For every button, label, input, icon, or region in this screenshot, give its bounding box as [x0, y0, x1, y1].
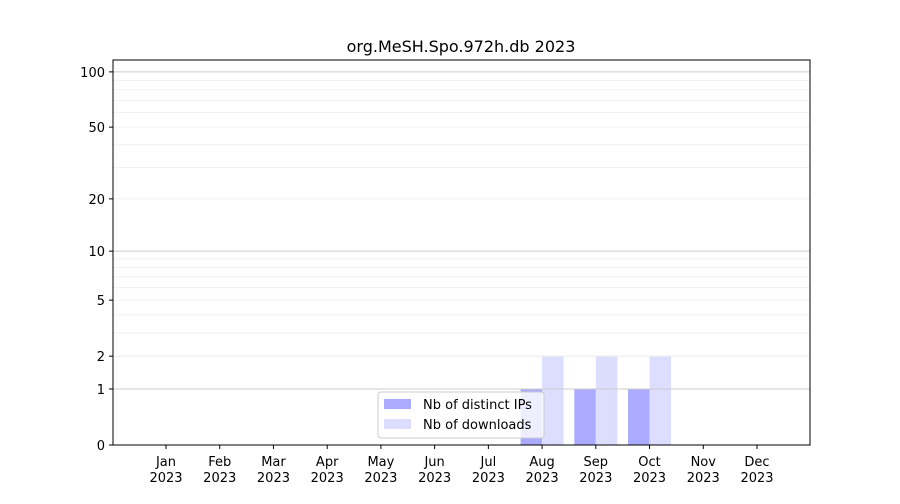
x-tick-label: 2023 [203, 471, 236, 486]
x-tick-label: Sep [584, 455, 609, 470]
x-tick-label: 2023 [472, 471, 505, 486]
x-tick-label: 2023 [633, 471, 666, 486]
y-tick-label: 20 [88, 193, 105, 208]
plot-frame [112, 59, 811, 446]
x-tick-label: Apr [316, 455, 339, 470]
x-tick-label: Mar [261, 455, 286, 470]
y-tick-label: 5 [97, 294, 105, 309]
x-tick-label: 2023 [364, 471, 397, 486]
x-tick-label: May [367, 455, 394, 470]
y-tick-label: 10 [88, 245, 105, 260]
x-tick-label: 2023 [687, 471, 720, 486]
legend-swatch [384, 419, 411, 429]
y-axis: 0 1 2 5 10 20 50 100 [80, 66, 113, 454]
bar-distinct-ips [628, 388, 650, 445]
x-tick-label: 2023 [311, 471, 344, 486]
x-tick-label: Nov [691, 455, 717, 470]
chart-title: org.MeSH.Spo.972h.db 2023 [347, 37, 576, 56]
x-tick-label: Jan [155, 455, 176, 470]
y-tick-label: 0 [97, 439, 105, 454]
x-tick-label: 2023 [418, 471, 451, 486]
legend-swatch [384, 399, 411, 409]
bar-downloads [542, 356, 564, 445]
y-tick-label: 1 [97, 383, 105, 398]
y-tick-label: 100 [80, 66, 105, 81]
legend-label: Nb of distinct IPs [423, 398, 532, 413]
x-tick-label: 2023 [526, 471, 559, 486]
bar-distinct-ips [574, 388, 596, 445]
x-tick-label: Dec [744, 455, 769, 470]
x-tick-label: Jun [423, 455, 444, 470]
y-tick-label: 2 [97, 350, 105, 365]
bar-downloads [649, 356, 672, 445]
legend-label: Nb of downloads [423, 418, 532, 433]
x-axis: Jan2023Feb2023Mar2023Apr2023May2023Jun20… [149, 445, 774, 486]
x-tick-label: Oct [638, 455, 660, 470]
x-tick-label: 2023 [740, 471, 773, 486]
bar-downloads [595, 356, 618, 445]
x-tick-label: 2023 [579, 471, 612, 486]
x-tick-label: 2023 [149, 471, 182, 486]
y-tick-label: 50 [88, 121, 105, 136]
x-tick-label: Aug [529, 455, 554, 470]
x-tick-label: 2023 [257, 471, 290, 486]
legend: Nb of distinct IPs Nb of downloads [377, 391, 545, 439]
x-tick-label: Feb [208, 455, 231, 470]
legend-box [377, 391, 545, 439]
x-tick-label: Jul [480, 455, 497, 470]
grid [113, 71, 810, 390]
bars [113, 355, 810, 445]
